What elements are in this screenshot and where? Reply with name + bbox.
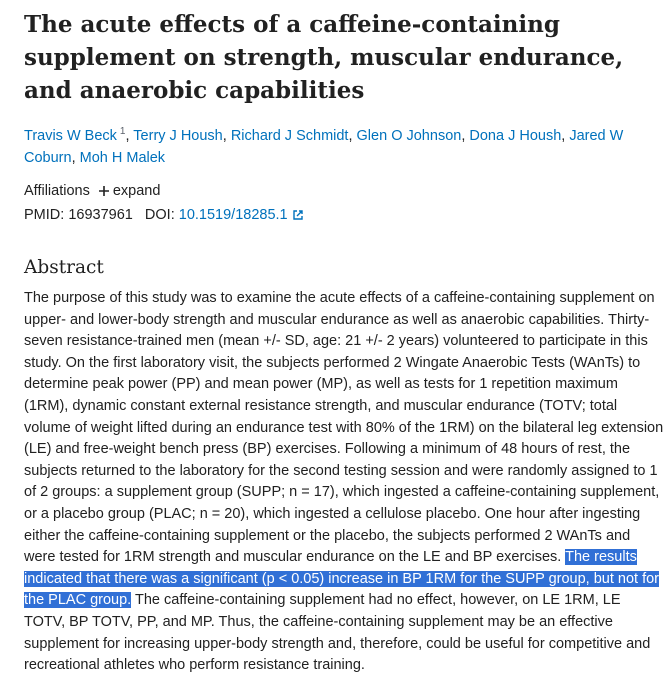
author-name[interactable]: Travis W Beck: [24, 128, 117, 144]
author-separator: ,: [461, 128, 466, 144]
author-separator: ,: [71, 150, 76, 166]
author-name[interactable]: Glen O Johnson: [356, 128, 462, 144]
abstract-text: The purpose of this study was to examine…: [24, 288, 664, 677]
identifiers: PMID: 16937961 DOI: 10.1519/18285.1: [24, 203, 660, 227]
external-link-icon[interactable]: [292, 209, 304, 221]
affiliation-marker[interactable]: 1: [119, 126, 126, 137]
affiliations-label: Affiliations: [24, 183, 90, 199]
doi-label: DOI:: [144, 207, 175, 223]
affiliations: Affiliations expand: [24, 179, 660, 203]
article-title: The acute effects of a caffeine-containi…: [24, 11, 624, 104]
plus-icon[interactable]: [98, 185, 110, 197]
doi-link[interactable]: 10.1519/18285.1: [178, 207, 288, 223]
author-list: Travis W Beck 1, Terry J Housh, Richard J…: [24, 125, 660, 169]
abstract-heading: Abstract: [24, 257, 104, 278]
author-separator: ,: [561, 128, 566, 144]
author-separator: ,: [222, 128, 227, 144]
abstract-text-part: The caffeine-containing supplement had n…: [24, 592, 651, 674]
abstract-text-part: The purpose of this study was to examine…: [24, 290, 664, 566]
author-name[interactable]: Terry J Housh: [133, 128, 223, 144]
author-name[interactable]: Richard J Schmidt: [230, 128, 349, 144]
pmid-value: 16937961: [68, 207, 133, 223]
author-name[interactable]: Dona J Housh: [469, 128, 562, 144]
author-separator: ,: [348, 128, 353, 144]
author-name[interactable]: Jared W Coburn: [24, 128, 624, 166]
author-separator: ,: [125, 128, 130, 144]
expand-toggle[interactable]: expand: [112, 183, 161, 199]
pmid-label: PMID:: [24, 207, 65, 223]
author-name[interactable]: Moh H Malek: [79, 150, 166, 166]
